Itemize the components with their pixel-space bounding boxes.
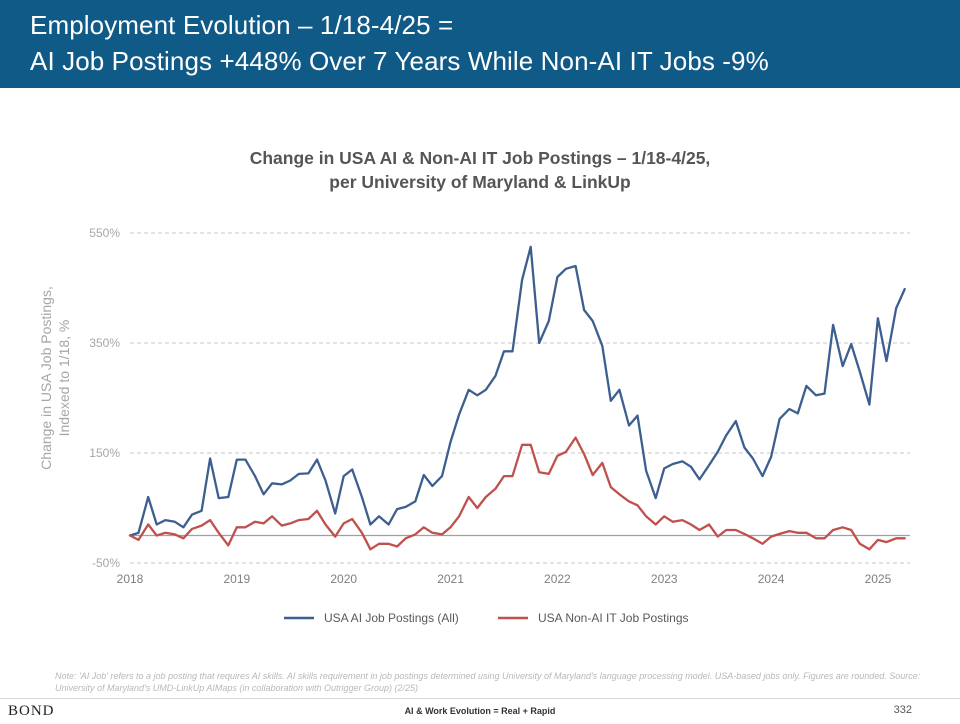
chart-title-line2: per University of Maryland & LinkUp xyxy=(329,172,631,192)
series-line-ai xyxy=(128,245,906,537)
x-tick-label: 2025 xyxy=(865,572,892,586)
x-axis: 2018 2019 2020 2021 2022 2023 2024 2025 xyxy=(117,572,892,586)
y-axis-label: Change in USA Job Postings, Indexed to 1/… xyxy=(38,286,72,470)
chart-grid xyxy=(130,232,910,564)
legend-label-ai: USA AI Job Postings (All) xyxy=(324,611,459,625)
y-tick-label: 550% xyxy=(89,226,120,240)
y-tick-label: -50% xyxy=(92,556,120,570)
x-tick-label: 2018 xyxy=(117,572,144,586)
header-banner: Employment Evolution – 1/18-4/25 = AI Jo… xyxy=(0,0,960,88)
slide-title-line1: Employment Evolution – 1/18-4/25 = xyxy=(30,10,454,40)
chart-title: Change in USA AI & Non-AI IT Job Posting… xyxy=(0,146,960,194)
footer-divider xyxy=(0,698,960,699)
x-tick-label: 2024 xyxy=(758,572,785,586)
y-tick-label: 350% xyxy=(89,336,120,350)
chart-series xyxy=(128,245,906,551)
page-number: 332 xyxy=(893,704,912,716)
x-tick-label: 2019 xyxy=(223,572,250,586)
y-axis-label-line2: Indexed to 1/18, % xyxy=(56,320,72,437)
line-chart: -50% 150% 350% 550% 2018 2019 2020 2021 2022 202… xyxy=(38,226,910,625)
bond-logo: BOND xyxy=(8,703,55,719)
y-tick-label: 150% xyxy=(89,446,120,460)
x-tick-label: 2022 xyxy=(544,572,571,586)
footnote: Note: 'AI Job' refers to a job posting t… xyxy=(55,671,921,693)
x-tick-label: 2023 xyxy=(651,572,678,586)
legend-label-non-ai: USA Non-AI IT Job Postings xyxy=(538,611,689,625)
x-tick-label: 2021 xyxy=(437,572,464,586)
y-axis-label-group: Change in USA Job Postings, Indexed to 1/… xyxy=(38,286,72,470)
y-axis: -50% 150% 350% 550% xyxy=(89,226,120,570)
chart-title-line1: Change in USA AI & Non-AI IT Job Posting… xyxy=(249,148,711,168)
x-tick-label: 2020 xyxy=(330,572,357,586)
footer-tagline: AI & Work Evolution = Real + Rapid xyxy=(404,706,556,716)
y-axis-label-line1: Change in USA Job Postings, xyxy=(38,286,54,470)
slide-title-line2: AI Job Postings +448% Over 7 Years While… xyxy=(30,46,769,76)
chart-legend: USA AI Job Postings (All) USA Non-AI IT J… xyxy=(284,611,689,625)
series-line-non-ai xyxy=(128,436,906,551)
